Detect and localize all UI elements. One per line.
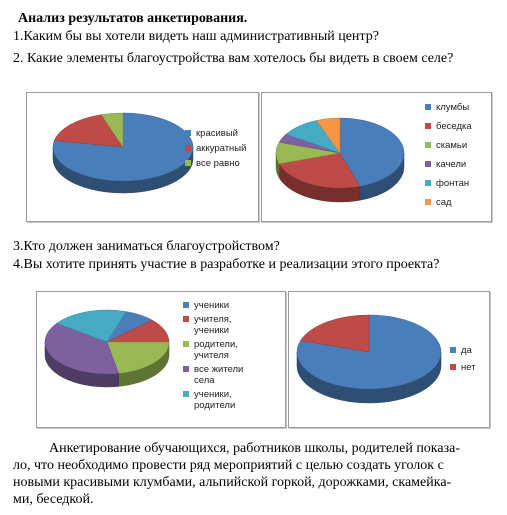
pie-slice — [53, 114, 124, 148]
legend-swatch — [183, 341, 189, 347]
conclusion-line: Анкетирование обучающихся, работников шк… — [49, 441, 461, 456]
legend-label: сад — [436, 197, 452, 208]
legend-label: ученики — [194, 300, 229, 311]
legend-label: красивый — [196, 128, 238, 139]
legend-label: нет — [461, 362, 476, 373]
pie-slice — [100, 112, 124, 148]
legend-label: учителя, ученики — [194, 314, 232, 336]
legend-swatch — [183, 316, 189, 322]
legend-swatch — [425, 180, 431, 186]
pie-slice — [316, 117, 341, 154]
legend-label: фонтан — [436, 178, 470, 189]
chart-panel-1: красивый аккуратный все равно — [26, 92, 259, 222]
pie-slice — [278, 152, 361, 189]
legend-swatch — [183, 391, 189, 397]
conclusion-line: ло, что необходимо провести ряд мероприя… — [13, 458, 444, 473]
question-1: 1.Каким бы вы хотели видеть наш админист… — [13, 29, 379, 44]
pie-slice — [56, 309, 127, 343]
legend-label: качели — [436, 159, 467, 170]
conclusion-line: новыми красивыми клумбами, альпийской го… — [13, 475, 452, 490]
legend-swatch — [425, 142, 431, 148]
pie-slice — [339, 117, 405, 187]
legend-label: все равно — [196, 158, 240, 169]
pie-slice — [44, 322, 119, 375]
legend-label: ученики, родители — [194, 389, 236, 411]
legend-swatch — [425, 161, 431, 167]
legend-swatch — [425, 199, 431, 205]
legend-label: беседка — [436, 121, 472, 132]
legend-swatch — [450, 364, 456, 370]
legend-swatch — [425, 123, 431, 129]
chart-panel-4: да нет — [288, 291, 490, 428]
legend-swatch — [425, 104, 431, 110]
pie-slice — [296, 314, 442, 390]
legend-label: все жители села — [194, 364, 244, 386]
legend-label: родители, учителя — [194, 339, 238, 361]
question-2: 2. Какие элементы благоустройства вам хо… — [13, 51, 454, 66]
legend-label: скамьи — [436, 140, 468, 151]
legend-swatch — [185, 130, 191, 136]
pie-chart-participate — [296, 314, 442, 404]
question-4: 4.Вы хотите принять участие в разработке… — [13, 257, 440, 272]
chart-panel-3: ученики учителя, ученики родители, учителя вс… — [36, 291, 286, 428]
page-title: Анализ результатов анкетирования. — [18, 11, 248, 26]
conclusion-line: ми, беседкой. — [13, 492, 94, 507]
legend-swatch — [183, 302, 189, 308]
legend-label: клумбы — [436, 102, 470, 113]
legend-swatch — [185, 145, 191, 151]
legend-swatch — [450, 347, 456, 353]
legend-label: аккуратный — [196, 143, 247, 154]
pie-chart-appearance — [52, 112, 194, 194]
legend-label: да — [461, 345, 472, 356]
pie-chart-elements — [275, 117, 405, 203]
pie-slice — [106, 341, 170, 374]
pie-chart-who — [44, 309, 170, 388]
chart-panel-2: клумбы беседка скамьи качели фонтан сад — [261, 92, 492, 222]
legend-swatch — [183, 366, 189, 372]
pie-slice — [300, 314, 370, 353]
question-3: 3.Кто должен заниматься благоустройством… — [13, 239, 280, 254]
conclusion-paragraph: Анкетирование обучающихся, работников шк… — [13, 440, 498, 508]
legend-swatch — [185, 160, 191, 166]
